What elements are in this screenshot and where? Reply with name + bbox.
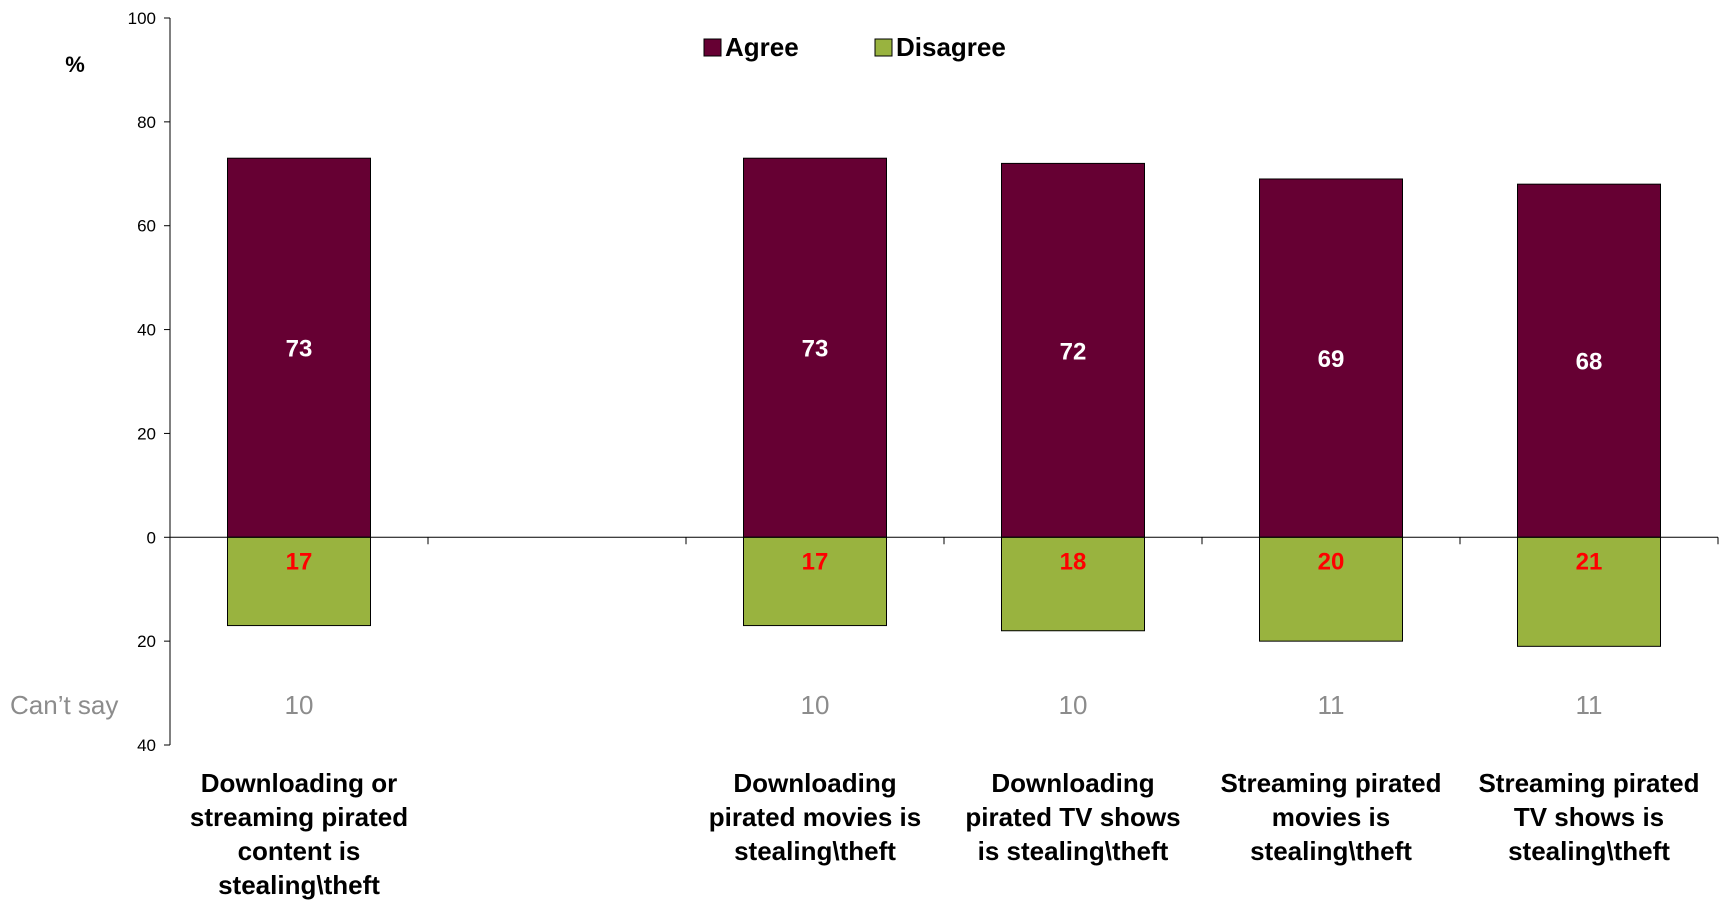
cant-say-value: 10 — [1059, 690, 1088, 720]
x-axis-category-label-line: stealing\theft — [1250, 836, 1412, 866]
data-label-agree: 72 — [1060, 338, 1087, 365]
x-axis-category-label-line: stealing\theft — [1508, 836, 1670, 866]
x-axis-category-label: Streaming pirated TV shows is stealing\the… — [1478, 768, 1699, 866]
bar-disagree — [1001, 536, 1145, 632]
x-axis-category-label-line: TV shows is — [1514, 802, 1664, 832]
x-axis-category-label: Downloading pirated movies is stealing\the… — [709, 768, 921, 866]
x-axis-category-label-line: movies is — [1272, 802, 1391, 832]
data-label-disagree: 18 — [1060, 548, 1087, 575]
y-axis-tick-label: 0 — [147, 528, 156, 547]
chart-bars — [227, 157, 1661, 647]
y-axis-tick-label: 80 — [137, 113, 156, 132]
cant-say-value: 11 — [1318, 690, 1345, 720]
x-axis-category-label-line: Downloading — [733, 768, 896, 798]
bar-agree — [1517, 183, 1661, 538]
data-label-disagree: 21 — [1576, 548, 1603, 575]
x-axis-category-label-line: pirated movies is — [709, 802, 921, 832]
x-axis-category-label-line: is stealing\theft — [978, 836, 1169, 866]
legend-label-agree: Agree — [725, 32, 799, 62]
chart-legend: Agree Disagree — [703, 32, 1006, 62]
bar-agree — [1259, 178, 1403, 538]
x-axis-category-label: Downloading or streaming pirated content i… — [190, 768, 408, 900]
y-axis-tick-label: 100 — [128, 9, 156, 28]
bar-agree — [1001, 162, 1145, 538]
x-axis-category-label-line: stealing\theft — [218, 870, 380, 900]
x-axis-category-label: Downloading pirated TV shows is stealing\t… — [965, 768, 1180, 866]
y-axis-tick-label: 60 — [137, 217, 156, 236]
chart-category-labels: Downloading or streaming pirated content i… — [190, 768, 1700, 900]
x-axis-category-label-line: content is — [238, 836, 361, 866]
y-axis-tick-label: 20 — [137, 424, 156, 443]
cant-say-row: Can’t say 10 10 10 11 11 — [10, 690, 1603, 720]
x-axis-category-label-line: Downloading or — [201, 768, 397, 798]
data-label-disagree: 17 — [286, 548, 313, 575]
x-axis-category-label-line: pirated TV shows — [965, 802, 1180, 832]
legend-swatch-disagree — [874, 38, 893, 57]
bar-disagree — [743, 536, 887, 627]
data-label-agree: 73 — [802, 336, 829, 363]
cant-say-value: 10 — [285, 690, 314, 720]
x-axis-category-label-line: streaming pirated — [190, 802, 408, 832]
y-axis-tick-label: 40 — [137, 736, 156, 755]
y-axis-unit-label: % — [65, 52, 85, 77]
data-label-agree: 69 — [1318, 346, 1345, 373]
data-label-disagree: 20 — [1318, 548, 1345, 575]
bar-disagree — [1259, 536, 1403, 642]
cant-say-value: 11 — [1576, 690, 1603, 720]
x-axis-category-label-line: Streaming pirated — [1478, 768, 1699, 798]
y-axis-tick-label: 20 — [137, 632, 156, 651]
legend-label-disagree: Disagree — [896, 32, 1006, 62]
bar-agree — [227, 157, 371, 538]
x-axis-category-label: Streaming pirated movies is stealing\theft — [1220, 768, 1441, 866]
bar-agree — [743, 157, 887, 538]
data-label-agree: 68 — [1576, 349, 1603, 376]
cant-say-value: 10 — [801, 690, 830, 720]
legend-swatch-agree — [703, 38, 722, 57]
bar-disagree — [227, 536, 371, 627]
bar-disagree — [1517, 536, 1661, 647]
x-axis-category-label-line: Downloading — [991, 768, 1154, 798]
chart-axes: 100 80 60 40 20 0 20 40% — [65, 9, 1719, 755]
x-axis-category-label-line: stealing\theft — [734, 836, 896, 866]
data-label-agree: 73 — [286, 336, 313, 363]
chart-value-labels: 73 73 72 69 68 17 17 18 20 21 — [286, 336, 1603, 576]
cant-say-label: Can’t say — [10, 690, 118, 720]
y-axis-tick-label: 40 — [137, 321, 156, 340]
x-axis-category-label-line: Streaming pirated — [1220, 768, 1441, 798]
data-label-disagree: 17 — [802, 548, 829, 575]
